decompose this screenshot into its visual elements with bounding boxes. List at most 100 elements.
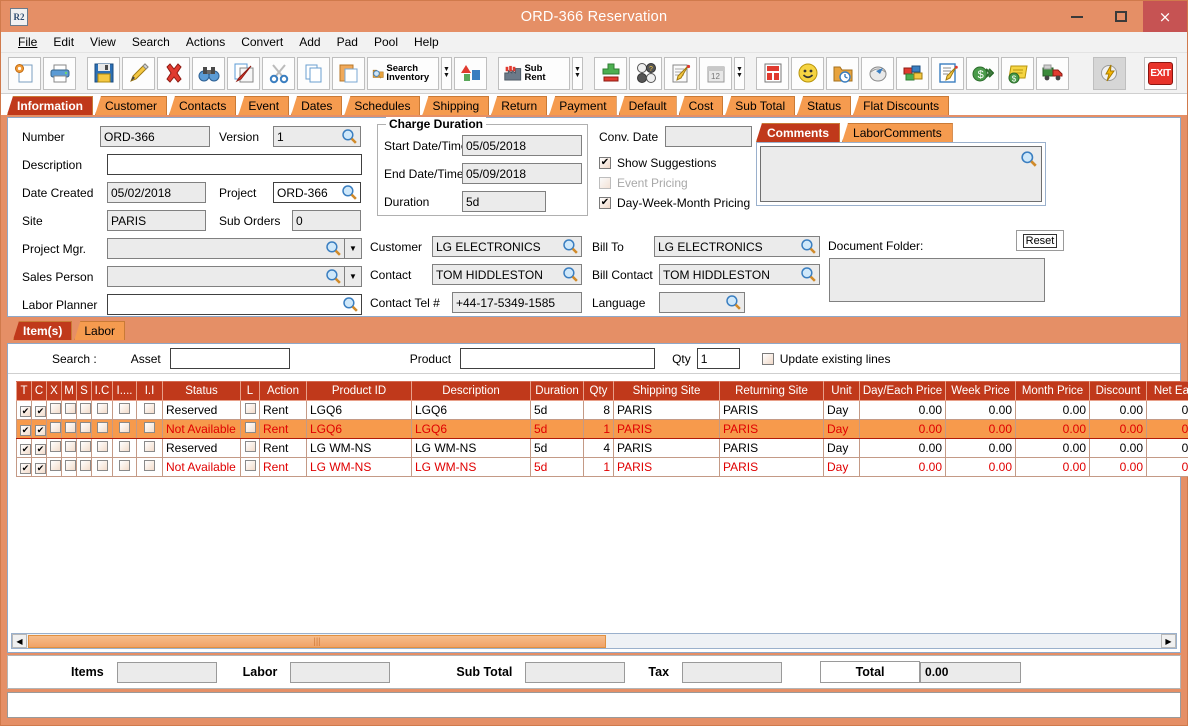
cell-duration[interactable]: 5d <box>530 438 584 458</box>
col-discount[interactable]: Discount <box>1089 381 1147 401</box>
cell-unit[interactable]: Day <box>823 457 860 477</box>
checkbox-l[interactable] <box>244 403 256 414</box>
cell-c[interactable] <box>31 438 47 458</box>
update-existing-lines-checkbox[interactable] <box>761 352 774 365</box>
database-icon[interactable] <box>896 56 929 90</box>
cell-s[interactable] <box>76 438 92 458</box>
cell-month_price[interactable]: 0.00 <box>1015 438 1090 458</box>
cell-week_price[interactable]: 0.00 <box>945 400 1016 420</box>
cell-month_price[interactable]: 0.00 <box>1015 419 1090 439</box>
tab-information[interactable]: Information <box>7 96 93 115</box>
cell-s[interactable] <box>76 457 92 477</box>
tab-labor[interactable]: Labor <box>74 321 126 340</box>
cell-net_each[interactable]: 0.00 <box>1146 457 1188 477</box>
col-unit[interactable]: Unit <box>823 381 860 401</box>
number-field[interactable]: ORD-366 <box>100 126 210 147</box>
tab-items[interactable]: Item(s) <box>13 321 73 340</box>
menu-add[interactable]: Add <box>299 35 321 49</box>
checkbox-s[interactable] <box>80 403 91 414</box>
col-description[interactable]: Description <box>411 381 531 401</box>
cell-c[interactable] <box>31 419 47 439</box>
checkbox-ic[interactable] <box>96 403 108 414</box>
checkbox-c[interactable] <box>35 406 46 417</box>
cell-status[interactable]: Not Available <box>162 457 241 477</box>
items-total-field[interactable] <box>116 661 217 683</box>
show-suggestions-checkbox[interactable] <box>599 157 611 169</box>
col-product-id[interactable]: Product ID <box>306 381 412 401</box>
cell-ii[interactable] <box>136 419 163 439</box>
col-s[interactable]: S <box>76 381 92 401</box>
tab-labor-comments[interactable]: LaborComments <box>842 123 953 142</box>
cell-x[interactable] <box>46 419 62 439</box>
checkbox-m[interactable] <box>65 422 76 433</box>
project-mgr-dropdown[interactable]: ▼ <box>345 238 362 259</box>
tab-contacts[interactable]: Contacts <box>169 96 237 115</box>
cell-shipping_site[interactable]: PARIS <box>613 400 720 420</box>
cell-discount[interactable]: 0.00 <box>1089 419 1147 439</box>
col-ii[interactable]: I.I <box>136 381 163 401</box>
cell-day_each_price[interactable]: 0.00 <box>859 457 946 477</box>
col-t[interactable]: T <box>16 381 32 401</box>
checkbox-ic[interactable] <box>96 441 108 452</box>
checkbox-ii[interactable] <box>144 403 155 414</box>
cell-t[interactable] <box>16 457 32 477</box>
cell-m[interactable] <box>61 400 77 420</box>
cell-t[interactable] <box>16 438 32 458</box>
checkbox-t[interactable] <box>20 463 31 474</box>
sub-total-field[interactable] <box>525 661 626 683</box>
cell-c[interactable] <box>31 400 47 420</box>
cell-day_each_price[interactable]: 0.00 <box>859 400 946 420</box>
cell-ii[interactable] <box>136 400 163 420</box>
description-field[interactable] <box>107 154 362 175</box>
reset-button[interactable]: Reset <box>1016 230 1064 251</box>
checkbox-m[interactable] <box>65 460 76 471</box>
cell-description[interactable]: LGQ6 <box>411 400 531 420</box>
find-binoculars-icon[interactable] <box>192 56 225 90</box>
availability-icon[interactable] <box>454 56 487 90</box>
col-returning-site[interactable]: Returning Site <box>719 381 824 401</box>
col-day-each-price[interactable]: Day/Each Price <box>859 381 946 401</box>
cell-l[interactable] <box>240 400 260 420</box>
col-duration[interactable]: Duration <box>530 381 584 401</box>
cell-day_each_price[interactable]: 0.00 <box>859 419 946 439</box>
cell-returning_site[interactable]: PARIS <box>719 457 824 477</box>
cell-description[interactable]: LG WM-NS <box>411 457 531 477</box>
cell-t[interactable] <box>16 419 32 439</box>
bill-to-field[interactable]: LG ELECTRONICS <box>654 236 820 257</box>
cell-duration[interactable]: 5d <box>530 419 584 439</box>
col-shipping-site[interactable]: Shipping Site <box>613 381 720 401</box>
checkbox-ii[interactable] <box>144 460 155 471</box>
labor-total-field[interactable] <box>290 661 391 683</box>
edit-pencil-icon[interactable] <box>122 56 155 90</box>
cell-ii[interactable] <box>136 457 163 477</box>
scroll-right-arrow[interactable]: ▶ <box>1161 634 1176 648</box>
search-inventory-icon[interactable]: Search Inventory <box>367 56 439 90</box>
cell-returning_site[interactable]: PARIS <box>719 419 824 439</box>
sub-rent-dropdown[interactable]: ▼ ▼ <box>572 56 583 90</box>
cell-discount[interactable]: 0.00 <box>1089 438 1147 458</box>
cell-status[interactable]: Reserved <box>162 438 241 458</box>
total-field[interactable]: 0.00 <box>920 661 1022 683</box>
cell-product_id[interactable]: LG WM-NS <box>306 438 412 458</box>
cell-week_price[interactable]: 0.00 <box>945 457 1016 477</box>
tab-return[interactable]: Return <box>491 96 548 115</box>
power-icon[interactable] <box>1093 56 1126 90</box>
cell-net_each[interactable]: 0.00 <box>1146 419 1188 439</box>
cell-qty[interactable]: 4 <box>583 438 614 458</box>
delete-icon[interactable] <box>157 56 190 90</box>
cell-l[interactable] <box>240 457 260 477</box>
conv-date-field[interactable] <box>665 126 752 147</box>
cell-ic[interactable] <box>91 457 113 477</box>
checkbox-x[interactable] <box>50 422 61 433</box>
menu-pool[interactable]: Pool <box>373 35 398 49</box>
checkbox-i[interactable] <box>119 403 130 414</box>
menu-file[interactable]: File <box>10 33 45 51</box>
cut-scissors-icon[interactable] <box>262 56 295 90</box>
cell-unit[interactable]: Day <box>823 438 860 458</box>
checkbox-i[interactable] <box>119 441 130 452</box>
dwm-pricing-row[interactable]: Day-Week-Month Pricing <box>599 196 750 210</box>
col-net-each[interactable]: Net Each <box>1146 381 1188 401</box>
checkbox-l[interactable] <box>244 441 256 452</box>
checkbox-c[interactable] <box>35 463 46 474</box>
cell-description[interactable]: LG WM-NS <box>411 438 531 458</box>
